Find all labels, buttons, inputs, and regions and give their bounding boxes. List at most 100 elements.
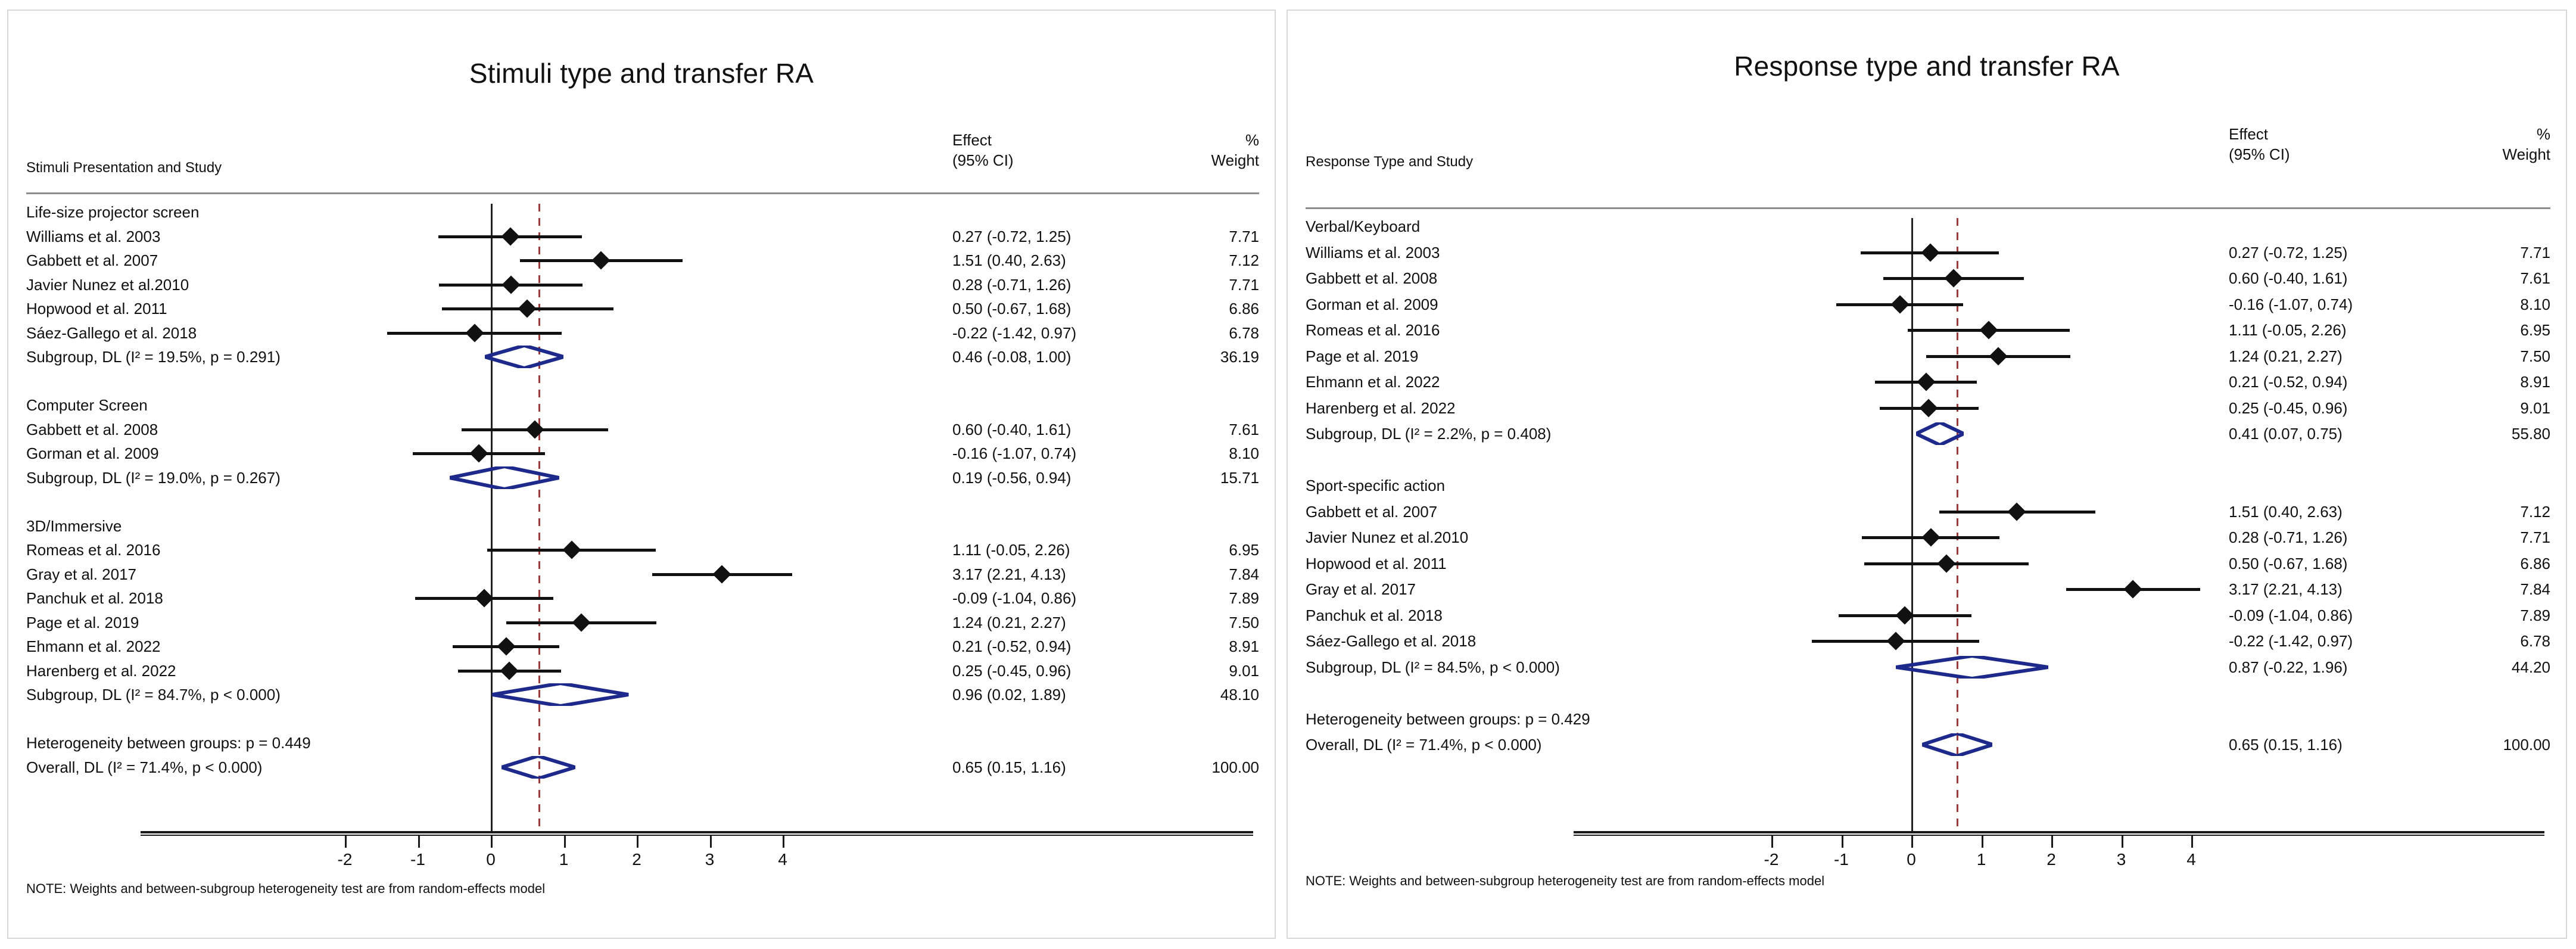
x-axis-tick-label: -1 — [410, 850, 425, 869]
study-effect-marker — [1943, 269, 1963, 288]
x-axis-tick-label: -2 — [337, 850, 353, 869]
study-effect-marker — [501, 226, 520, 246]
column-header-weight: % Weight — [1211, 131, 1259, 170]
x-axis-tick — [637, 836, 638, 848]
x-axis-tick-label: -1 — [1834, 850, 1849, 869]
study-label: Gray et al. 2017 — [1306, 580, 1416, 598]
x-axis-tick-label: -2 — [1764, 850, 1779, 869]
column-header-weight: % Weight — [2502, 125, 2550, 164]
study-label: Panchuk et al. 2018 — [26, 589, 163, 607]
column-header-label: Response Type and Study — [1306, 154, 1474, 170]
row-weight-text: 36.19 — [1220, 348, 1259, 366]
heterogeneity-label: Heterogeneity between groups: p = 0.429 — [1306, 710, 1590, 728]
row-effect-ci-text: 0.27 (-0.72, 1.25) — [2229, 243, 2348, 262]
row-effect-ci-text: 0.28 (-0.71, 1.26) — [2229, 528, 2348, 546]
row-weight-text: 6.86 — [1229, 300, 1259, 318]
x-axis-tick — [2051, 836, 2053, 848]
study-effect-marker — [1937, 553, 1956, 573]
study-label: Panchuk et al. 2018 — [1306, 606, 1443, 624]
study-label: Gabbett et al. 2007 — [26, 251, 158, 269]
row-effect-ci-text: 1.11 (-0.05, 2.26) — [952, 541, 1070, 559]
study-label: Hopwood et al. 2011 — [26, 300, 167, 318]
row-weight-text: 6.95 — [2520, 321, 2550, 339]
study-effect-marker — [2007, 502, 2026, 521]
pooled-effect-dashed-line — [1957, 218, 1959, 831]
subgroup-summary-label: Subgroup, DL (I² = 84.5%, p < 0.000) — [1306, 658, 1560, 676]
x-axis-line — [1574, 831, 2544, 833]
subgroup-heading-label: Computer Screen — [26, 396, 148, 414]
row-weight-text: 7.71 — [2520, 528, 2550, 546]
x-axis-tick-label: 3 — [705, 850, 715, 869]
study-effect-marker — [712, 564, 731, 584]
study-effect-marker — [2123, 580, 2143, 599]
x-axis-tick — [418, 836, 420, 848]
study-effect-marker — [572, 612, 591, 632]
row-weight-text: 7.12 — [1229, 251, 1259, 269]
row-weight-text: 55.80 — [2511, 425, 2550, 443]
study-label: Williams et al. 2003 — [26, 227, 161, 245]
null-effect-line — [1911, 218, 1913, 831]
row-effect-ci-text: 0.50 (-0.67, 1.68) — [952, 300, 1071, 318]
row-effect-ci-text: -0.22 (-1.42, 0.97) — [952, 323, 1077, 342]
column-header-effect: Effect (95% CI) — [952, 131, 1014, 170]
row-effect-ci-text: 3.17 (2.21, 4.13) — [2229, 580, 2343, 598]
row-effect-ci-text: -0.16 (-1.07, 0.74) — [2229, 295, 2353, 313]
header-rule — [1306, 207, 2550, 209]
row-effect-ci-text: 0.28 (-0.71, 1.26) — [952, 275, 1071, 294]
overall-summary-label: Overall, DL (I² = 71.4%, p < 0.000) — [26, 758, 263, 776]
study-effect-marker — [1917, 372, 1936, 391]
subgroup-summary-label: Subgroup, DL (I² = 19.5%, p = 0.291) — [26, 348, 281, 366]
study-effect-marker — [525, 419, 544, 439]
row-effect-ci-text: 0.21 (-0.52, 0.94) — [2229, 373, 2348, 391]
row-weight-text: 7.89 — [1229, 589, 1259, 607]
overall-diamond — [1921, 733, 1993, 756]
study-label: Javier Nunez et al.2010 — [26, 275, 189, 294]
row-weight-text: 8.91 — [2520, 373, 2550, 391]
study-label: Javier Nunez et al.2010 — [1306, 528, 1469, 546]
study-label: Gabbett et al. 2008 — [1306, 269, 1438, 287]
subgroup-heading-label: Sport-specific action — [1306, 477, 1446, 494]
study-effect-marker — [1979, 321, 1998, 340]
subgroup-summary-label: Subgroup, DL (I² = 84.7%, p < 0.000) — [26, 686, 281, 704]
row-weight-text: 7.84 — [1229, 565, 1259, 583]
row-weight-text: 7.12 — [2520, 502, 2550, 521]
study-label: Sáez-Gallego et al. 2018 — [1306, 632, 1477, 650]
study-label: Hopwood et al. 2011 — [1306, 554, 1447, 572]
x-axis-tick-label: 2 — [632, 850, 641, 869]
study-effect-marker — [518, 299, 537, 318]
study-label: Harenberg et al. 2022 — [26, 661, 176, 680]
x-axis-tick — [1981, 836, 1983, 848]
row-effect-ci-text: 1.11 (-0.05, 2.26) — [2229, 321, 2347, 339]
row-effect-ci-text: -0.16 (-1.07, 0.74) — [952, 444, 1077, 462]
row-weight-text: 7.71 — [1229, 227, 1259, 245]
x-axis-tick-label: 4 — [2186, 850, 2196, 869]
row-weight-text: 100.00 — [2503, 736, 2550, 754]
row-weight-text: 6.78 — [1229, 323, 1259, 342]
row-weight-text: 7.71 — [2520, 243, 2550, 262]
row-effect-ci-text: 0.65 (0.15, 1.16) — [952, 758, 1066, 776]
study-effect-marker — [502, 275, 521, 294]
row-weight-text: 8.91 — [1229, 637, 1259, 655]
row-weight-text: 100.00 — [1211, 758, 1259, 776]
study-effect-marker — [1921, 242, 1940, 262]
row-weight-text: 7.89 — [2520, 606, 2550, 624]
study-label: Gray et al. 2017 — [26, 565, 136, 583]
row-effect-ci-text: -0.22 (-1.42, 0.97) — [2229, 632, 2353, 650]
study-label: Romeas et al. 2016 — [26, 541, 161, 559]
x-axis-tick-label: 1 — [559, 850, 569, 869]
row-weight-text: 7.50 — [2520, 347, 2550, 365]
row-effect-ci-text: 0.27 (-0.72, 1.25) — [952, 227, 1071, 245]
study-label: Sáez-Gallego et al. 2018 — [26, 323, 197, 342]
study-label: Romeas et al. 2016 — [1306, 321, 1440, 339]
x-axis-tick — [1771, 836, 1773, 848]
x-axis-tick — [491, 836, 493, 848]
subgroup-summary-label: Subgroup, DL (I² = 19.0%, p = 0.267) — [26, 468, 281, 487]
row-weight-text: 48.10 — [1220, 686, 1259, 704]
row-effect-ci-text: 0.41 (0.07, 0.75) — [2229, 425, 2343, 443]
row-effect-ci-text: 0.60 (-0.40, 1.61) — [2229, 269, 2348, 287]
x-axis-tick — [563, 836, 566, 848]
figure-note: NOTE: Weights and between-subgroup heter… — [1306, 873, 1825, 888]
study-effect-marker — [497, 637, 516, 656]
row-effect-ci-text: 1.51 (0.40, 2.63) — [2229, 502, 2343, 521]
row-weight-text: 8.10 — [1229, 444, 1259, 462]
